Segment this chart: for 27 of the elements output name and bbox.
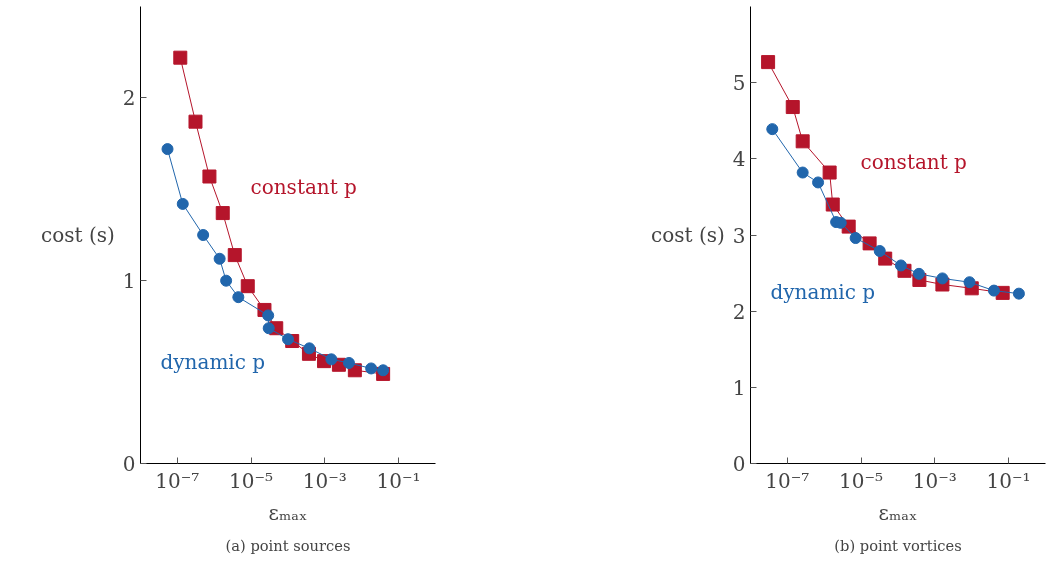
x-tick-label: 10⁻⁷	[155, 468, 200, 493]
series-label: constant p	[860, 149, 967, 174]
text: (a) point sources	[225, 536, 351, 554]
y-tick-label: 2	[122, 86, 136, 111]
x-tick-label: 10⁻⁵	[839, 468, 884, 493]
x-axis-title: εₘₐₓ	[268, 500, 308, 525]
y-tick-label: 3	[732, 223, 746, 248]
y-tick-label: 5	[732, 71, 746, 96]
y-axis-title: cost (s)	[41, 223, 115, 247]
y-tick-label: 1	[732, 375, 746, 400]
y-axis-title: cost (s)	[651, 223, 725, 247]
y-tick-label: 2	[732, 299, 746, 324]
x-axis-title: εₘₐₓ	[878, 500, 918, 525]
x-tick-label: 10⁻⁷	[765, 468, 810, 493]
x-tick-label: 10⁻⁵	[229, 468, 274, 493]
y-tick-label: 1	[122, 269, 136, 294]
text: (b) point vortices	[834, 536, 962, 554]
x-tick-label: 10⁻³	[302, 468, 347, 493]
series-label: constant p	[250, 174, 357, 199]
x-tick-label: 10⁻³	[912, 468, 957, 493]
series-label: dynamic p	[160, 349, 266, 374]
y-tick-label: 0	[732, 452, 746, 476]
x-tick-label: 10⁻¹	[376, 468, 421, 493]
x-tick-label: 10⁻¹	[986, 468, 1031, 493]
y-tick-label: 4	[732, 147, 746, 172]
series-label: dynamic p	[770, 279, 876, 304]
y-tick-label: 0	[122, 452, 136, 476]
